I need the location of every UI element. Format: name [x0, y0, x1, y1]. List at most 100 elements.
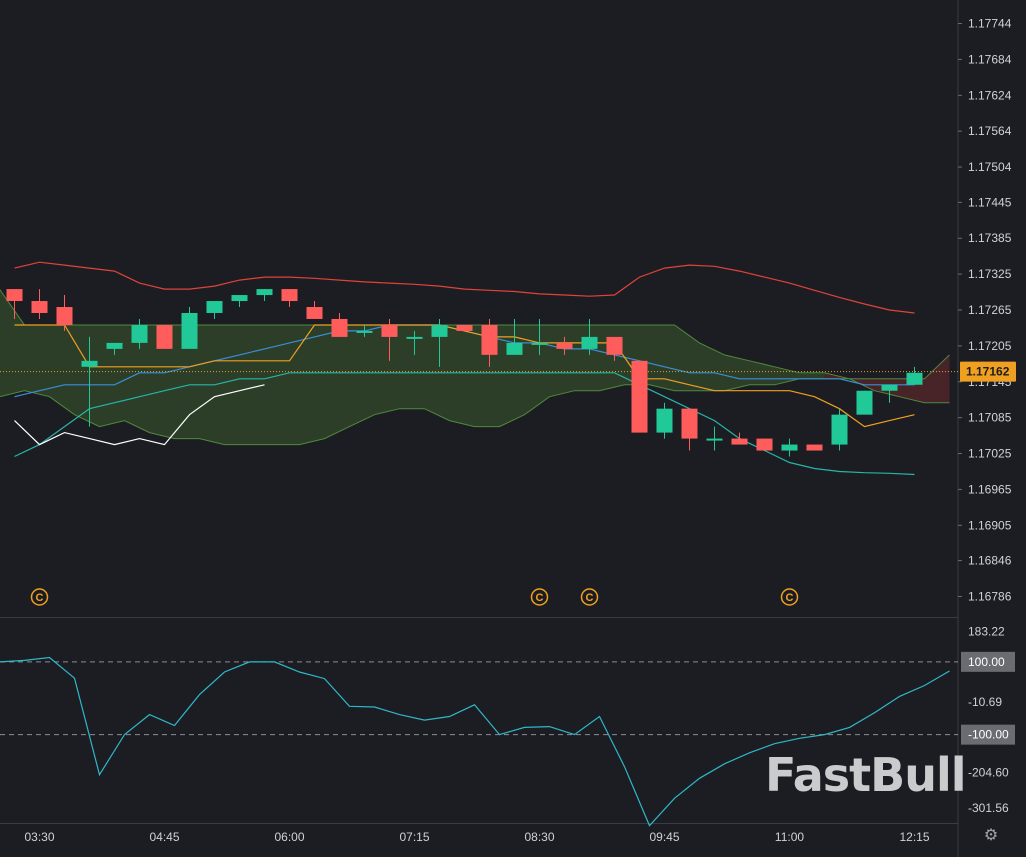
candle[interactable]: [756, 438, 773, 451]
candle-body: [356, 330, 373, 333]
candle[interactable]: [56, 295, 73, 331]
calendar-event-icon[interactable]: C: [780, 588, 799, 606]
price-axis[interactable]: 1.17744 1.17684 1.17624 1.17564 1.17504 1.174…: [958, 17, 1016, 604]
time-tick-label: 04:45: [149, 830, 179, 844]
time-tick-label: 03:30: [24, 830, 54, 844]
candle-body: [506, 342, 523, 355]
candle[interactable]: [331, 312, 348, 337]
candle-body: [306, 307, 323, 319]
candle[interactable]: [131, 318, 148, 349]
candle[interactable]: [481, 318, 498, 367]
candle[interactable]: [581, 318, 598, 355]
candle-body: [56, 307, 73, 325]
last-price-label: 1.17162: [966, 365, 1010, 379]
calendar-event-icon[interactable]: C: [530, 588, 549, 606]
candle[interactable]: [806, 444, 823, 451]
price-tick-label: 1.17265: [968, 303, 1012, 317]
candle[interactable]: [106, 342, 123, 355]
candle-body: [481, 324, 498, 355]
event-glyph: C: [536, 592, 544, 604]
candle[interactable]: [531, 318, 548, 355]
time-tick-label: 11:00: [775, 830, 804, 844]
candle[interactable]: [506, 318, 523, 355]
time-tick-label: 12:15: [899, 830, 929, 844]
candle-body: [381, 324, 398, 337]
candle[interactable]: [406, 330, 423, 355]
candle[interactable]: [556, 336, 573, 355]
candles[interactable]: [6, 289, 923, 457]
candle[interactable]: [631, 360, 648, 433]
candle-body: [806, 444, 823, 451]
candle[interactable]: [656, 402, 673, 439]
candle[interactable]: [781, 438, 798, 457]
candle-body: [531, 342, 548, 345]
level-tag-label: -100.00: [968, 728, 1009, 742]
cci-oscillator-pane[interactable]: 183.22 100.00 -10.69 -100.00 -204.60 -301.56: [0, 625, 1015, 827]
level-tag: [961, 724, 1015, 745]
candle[interactable]: [606, 336, 623, 361]
price-tick-label: 1.17744: [968, 17, 1012, 31]
price-tick-label: 1.17385: [968, 231, 1012, 245]
candle[interactable]: [456, 324, 473, 331]
candle-body: [206, 301, 223, 313]
candle[interactable]: [356, 324, 373, 337]
candle[interactable]: [181, 307, 198, 349]
candle[interactable]: [81, 336, 98, 427]
calendar-event-icon[interactable]: C: [580, 588, 599, 606]
candle[interactable]: [381, 318, 398, 361]
candle[interactable]: [906, 366, 923, 385]
candle[interactable]: [856, 390, 873, 415]
candle-body: [606, 336, 623, 355]
cloud-area: [0, 289, 825, 445]
candle[interactable]: [731, 432, 748, 445]
event-ring: [30, 588, 49, 606]
candle[interactable]: [31, 289, 48, 319]
price-tick-label: 1.17624: [968, 88, 1012, 102]
candle[interactable]: [831, 408, 848, 451]
level-tag: [961, 651, 1015, 672]
candle-body: [881, 384, 898, 391]
candle-body: [781, 444, 798, 451]
candle-body: [706, 438, 723, 441]
candle[interactable]: [281, 289, 298, 308]
calendar-event-icon[interactable]: C: [30, 588, 49, 606]
gear-icon[interactable]: ⚙: [983, 827, 999, 844]
candle-body: [731, 438, 748, 445]
candle-body: [656, 408, 673, 433]
candle[interactable]: [156, 324, 173, 349]
event-ring: [780, 588, 799, 606]
candle[interactable]: [706, 426, 723, 451]
candle-body: [6, 289, 23, 302]
candle[interactable]: [256, 289, 273, 302]
grid: [0, 0, 959, 857]
candle-body: [906, 372, 923, 385]
price-tick-label: 1.17325: [968, 267, 1012, 281]
cci-line: [0, 656, 950, 827]
candle[interactable]: [881, 384, 898, 403]
candle[interactable]: [231, 295, 248, 308]
candle[interactable]: [681, 408, 698, 451]
bollinger-upper-line: [14, 261, 915, 314]
cci-tick-label: -204.60: [968, 766, 1009, 780]
candle-body: [456, 324, 473, 331]
candle-body: [856, 390, 873, 415]
candle-body: [681, 408, 698, 439]
cci-tick-label: -10.69: [968, 695, 1002, 709]
candle[interactable]: [306, 301, 323, 319]
candle[interactable]: [6, 289, 23, 319]
time-tick-label: 06:00: [274, 830, 304, 844]
candle[interactable]: [206, 301, 223, 319]
candle-body: [131, 324, 148, 343]
ichimoku-cloud: [0, 288, 950, 446]
candle-body: [756, 438, 773, 451]
candle-body: [106, 342, 123, 349]
event-glyph: C: [586, 592, 594, 604]
time-axis[interactable]: 03:30 04:45 06:00 07:15 08:30 09:45 11:00 12:15: [24, 830, 929, 844]
candle-body: [281, 289, 298, 302]
candle-body: [81, 360, 98, 367]
candle-body: [581, 336, 598, 349]
price-tick-label: 1.16905: [968, 518, 1012, 532]
candle[interactable]: [431, 318, 448, 367]
